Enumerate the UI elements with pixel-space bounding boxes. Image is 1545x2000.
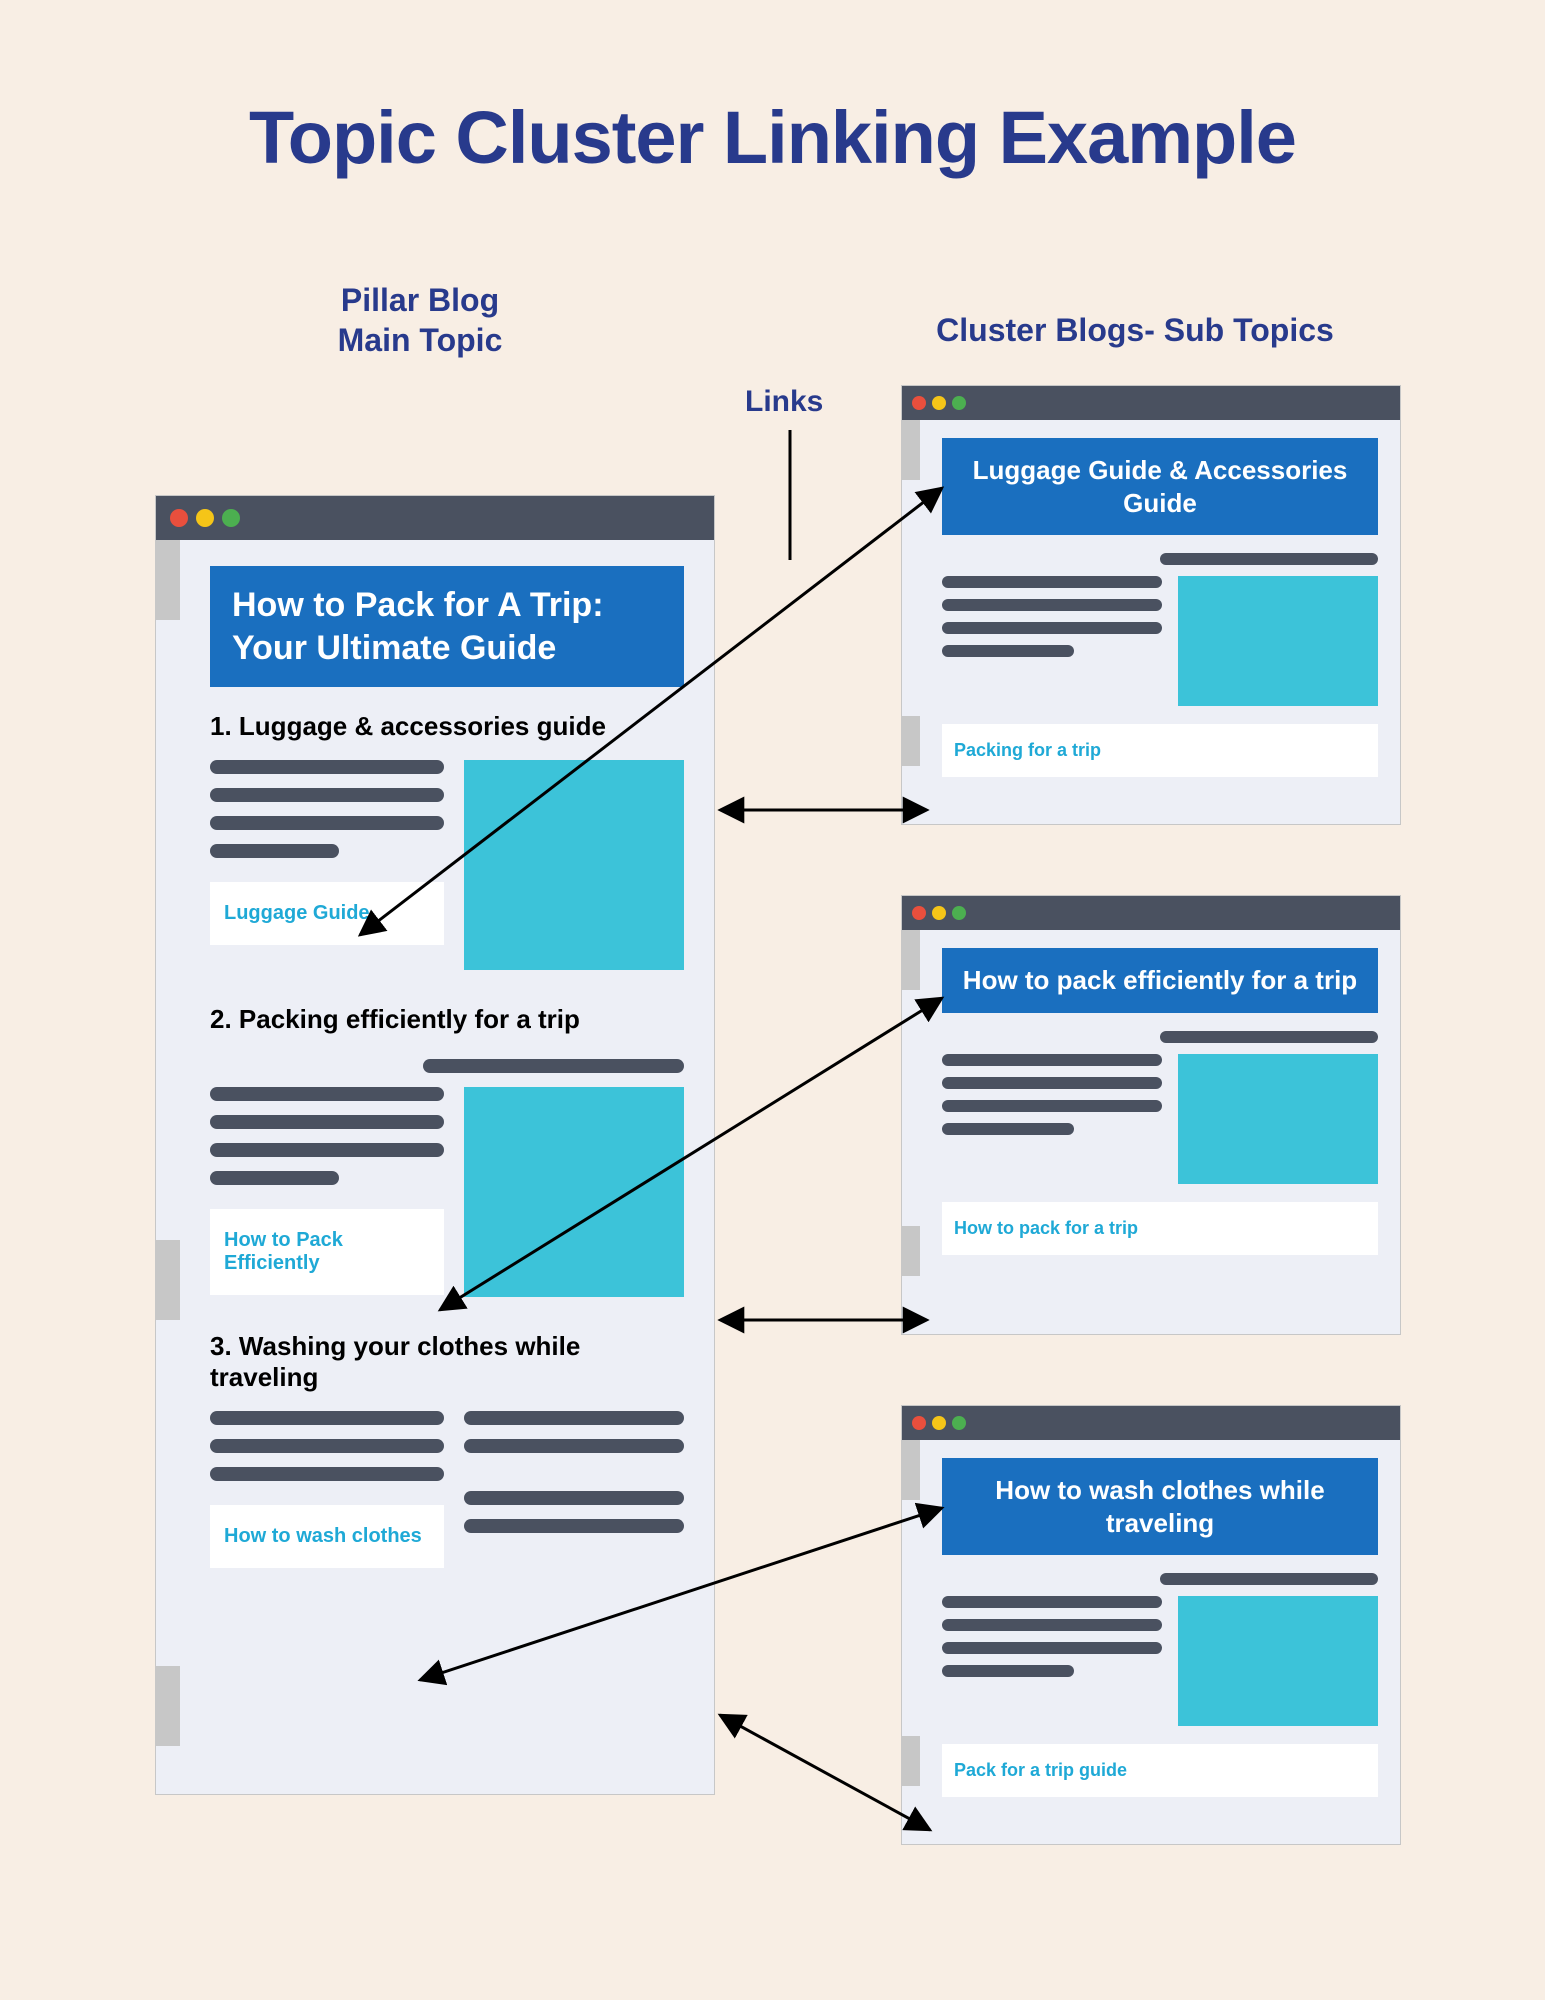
text-line — [210, 1087, 444, 1101]
text-line — [942, 1123, 1074, 1135]
window-titlebar — [902, 386, 1400, 420]
sidebar-stripe — [902, 1226, 920, 1276]
text-line — [942, 1100, 1162, 1112]
links-label: Links — [745, 385, 823, 419]
text-line — [1160, 553, 1378, 565]
text-line — [942, 1665, 1074, 1677]
close-icon — [170, 509, 188, 527]
section-text: Luggage & accessories guide — [239, 711, 606, 741]
section-text: Washing your clothes while traveling — [210, 1331, 580, 1392]
section-heading: 2. Packing efficiently for a trip — [210, 1004, 684, 1035]
section-number: 2. — [210, 1004, 232, 1034]
sidebar-stripe — [902, 420, 920, 480]
maximize-icon — [222, 509, 240, 527]
text-line — [942, 599, 1162, 611]
section-text: Packing efficiently for a trip — [239, 1004, 580, 1034]
text-line — [464, 1439, 684, 1453]
sidebar-stripe — [902, 1440, 920, 1500]
image-placeholder — [1178, 1054, 1378, 1184]
section-number: 3. — [210, 1331, 232, 1361]
cluster-title-block: Luggage Guide & Accessories Guide — [942, 438, 1378, 535]
page-title: Topic Cluster Linking Example — [0, 95, 1545, 180]
maximize-icon — [952, 396, 966, 410]
text-line — [210, 1439, 444, 1453]
internal-link[interactable]: Luggage Guide — [224, 902, 370, 924]
close-icon — [912, 396, 926, 410]
minimize-icon — [932, 906, 946, 920]
internal-link[interactable]: How to Pack Efficiently — [224, 1229, 343, 1274]
maximize-icon — [952, 906, 966, 920]
pillar-label: Pillar BlogMain Topic — [280, 280, 560, 360]
window-titlebar — [902, 1406, 1400, 1440]
cluster-window: Luggage Guide & Accessories Guide Packin… — [901, 385, 1401, 825]
text-line — [210, 1467, 444, 1481]
text-line — [942, 1596, 1162, 1608]
maximize-icon — [952, 1416, 966, 1430]
text-line — [210, 844, 339, 858]
minimize-icon — [196, 509, 214, 527]
sidebar-stripe — [902, 1736, 920, 1786]
text-line — [942, 622, 1162, 634]
text-line — [423, 1059, 684, 1073]
close-icon — [912, 1416, 926, 1430]
text-line — [210, 1411, 444, 1425]
text-line — [210, 788, 444, 802]
sidebar-stripe — [156, 1240, 180, 1320]
window-titlebar — [156, 496, 714, 540]
text-line — [464, 1519, 684, 1533]
section-number: 1. — [210, 711, 232, 741]
text-line — [942, 1077, 1162, 1089]
image-placeholder — [1178, 1596, 1378, 1726]
image-placeholder — [464, 760, 684, 970]
cluster-title-block: How to wash clothes while traveling — [942, 1458, 1378, 1555]
pillar-title-block: How to Pack for A Trip: Your Ultimate Gu… — [210, 566, 684, 687]
section-heading: 3. Washing your clothes while traveling — [210, 1331, 684, 1393]
cluster-window: How to wash clothes while traveling Pack… — [901, 1405, 1401, 1845]
text-line — [942, 1054, 1162, 1066]
image-placeholder — [464, 1087, 684, 1297]
text-line — [210, 760, 444, 774]
text-line — [1160, 1573, 1378, 1585]
cluster-label: Cluster Blogs- Sub Topics — [840, 310, 1430, 350]
minimize-icon — [932, 396, 946, 410]
text-line — [210, 1143, 444, 1157]
cluster-title-block: How to pack efficiently for a trip — [942, 948, 1378, 1013]
text-line — [210, 816, 444, 830]
section-heading: 1. Luggage & accessories guide — [210, 711, 684, 742]
sidebar-stripe — [156, 540, 180, 620]
text-line — [942, 1642, 1162, 1654]
text-line — [464, 1491, 684, 1505]
backlink[interactable]: How to pack for a trip — [954, 1218, 1138, 1238]
text-line — [464, 1411, 684, 1425]
sidebar-stripe — [902, 930, 920, 990]
text-line — [942, 576, 1162, 588]
pillar-window: How to Pack for A Trip: Your Ultimate Gu… — [155, 495, 715, 1795]
image-placeholder — [1178, 576, 1378, 706]
text-line — [942, 1619, 1162, 1631]
text-line — [1160, 1031, 1378, 1043]
text-line — [942, 645, 1074, 657]
internal-link[interactable]: How to wash clothes — [224, 1525, 422, 1547]
cluster-window: How to pack efficiently for a trip How t… — [901, 895, 1401, 1335]
close-icon — [912, 906, 926, 920]
minimize-icon — [932, 1416, 946, 1430]
backlink[interactable]: Pack for a trip guide — [954, 1760, 1127, 1780]
text-line — [210, 1115, 444, 1129]
sidebar-stripe — [156, 1666, 180, 1746]
text-line — [210, 1171, 339, 1185]
window-titlebar — [902, 896, 1400, 930]
backlink[interactable]: Packing for a trip — [954, 740, 1101, 760]
sidebar-stripe — [902, 716, 920, 766]
